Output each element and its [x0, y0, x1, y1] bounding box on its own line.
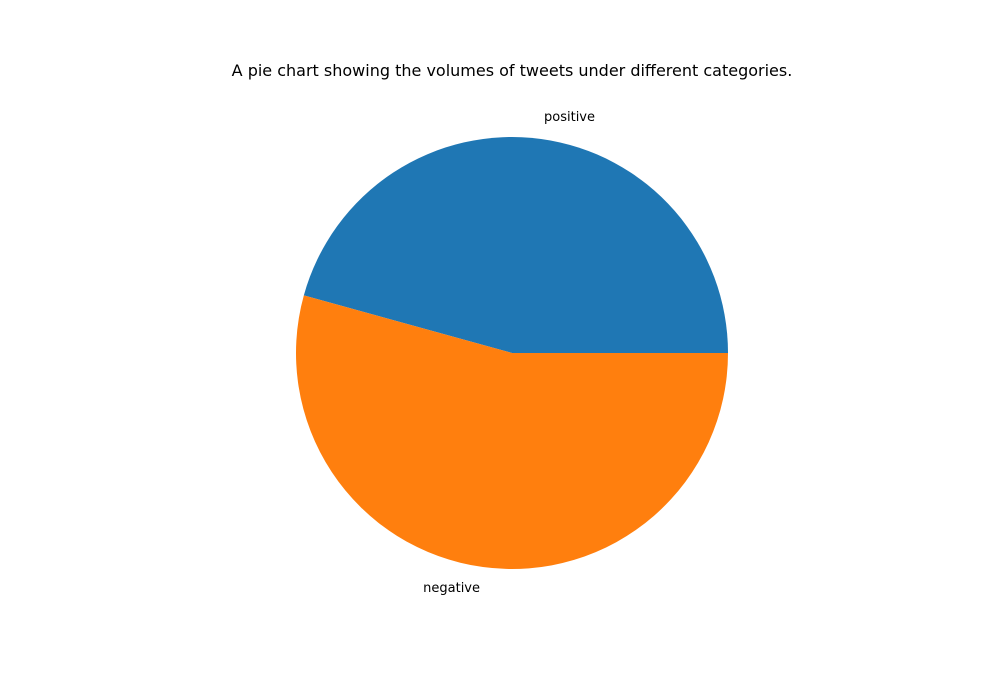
labels-layer: positive negative	[423, 110, 595, 596]
slice-label-positive: positive	[544, 110, 595, 125]
chart-title: A pie chart showing the volumes of tweet…	[232, 61, 793, 80]
pie-slice-positive	[303, 137, 728, 353]
slice-label-negative: negative	[423, 581, 480, 596]
pie-slice-negative	[295, 295, 728, 570]
slices-layer	[295, 137, 728, 570]
